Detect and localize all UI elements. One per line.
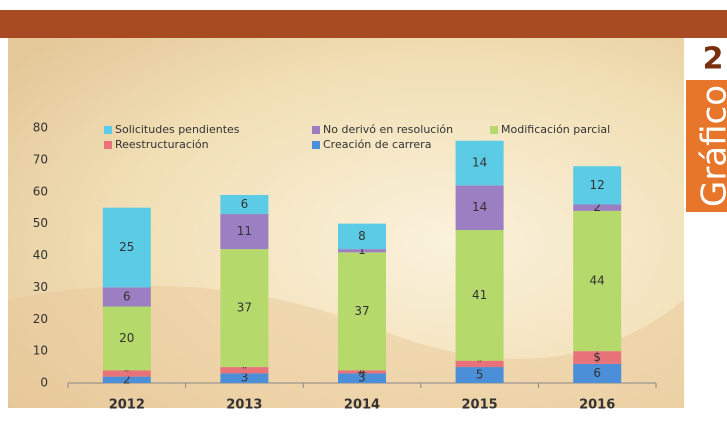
data-label: 12 <box>590 178 605 192</box>
legend-label: No derivó en resolución <box>323 123 453 136</box>
y-tick-label: 50 <box>33 216 48 230</box>
y-tick-label: 10 <box>33 344 48 358</box>
legend-label: Reestructuración <box>115 138 209 151</box>
data-label: 44 <box>590 274 605 288</box>
data-label: 6 <box>241 197 249 211</box>
y-tick-label: 60 <box>33 184 48 198</box>
x-tick-label: 2014 <box>344 398 380 413</box>
x-tick-label: 2015 <box>462 398 498 413</box>
data-label: 6 <box>593 366 601 380</box>
y-tick-label: 70 <box>33 152 48 166</box>
data-label: 14 <box>472 156 487 170</box>
legend-label: Modificación parcial <box>501 123 610 136</box>
data-label: 41 <box>472 288 487 302</box>
x-tick-label: 2013 <box>226 398 262 413</box>
data-label: 20 <box>119 331 134 345</box>
data-label: 14 <box>472 200 487 214</box>
data-label: 25 <box>119 240 134 254</box>
data-label: $ <box>593 350 601 364</box>
side-word: Gráfico <box>695 85 727 207</box>
x-tick-label: 2016 <box>579 398 615 413</box>
top-band <box>0 10 727 38</box>
chart: 2 Gráfico 0 10 20 30 40 50 60 70 80 Creación de c… <box>0 0 727 427</box>
data-label: 37 <box>354 304 369 318</box>
y-tick-label: 30 <box>33 280 48 294</box>
data-label: 11 <box>237 224 252 238</box>
legend-swatch <box>104 126 112 134</box>
legend-swatch <box>312 141 320 149</box>
data-label: 37 <box>237 301 252 315</box>
y-tick-label: 80 <box>33 121 48 135</box>
x-tick-label: 2012 <box>109 398 145 413</box>
y-tick-label: 20 <box>33 312 48 326</box>
legend-swatch <box>104 141 112 149</box>
data-label: 8 <box>358 229 366 243</box>
data-label: 6 <box>123 289 131 303</box>
legend-swatch <box>490 126 498 134</box>
legend-label: Solicitudes pendientes <box>115 123 240 136</box>
legend-swatch <box>312 126 320 134</box>
legend-label: Creación de carrera <box>323 138 431 151</box>
y-tick-label: 40 <box>33 248 48 262</box>
side-number: 2 <box>703 42 724 77</box>
y-tick-label: 0 <box>40 376 48 390</box>
